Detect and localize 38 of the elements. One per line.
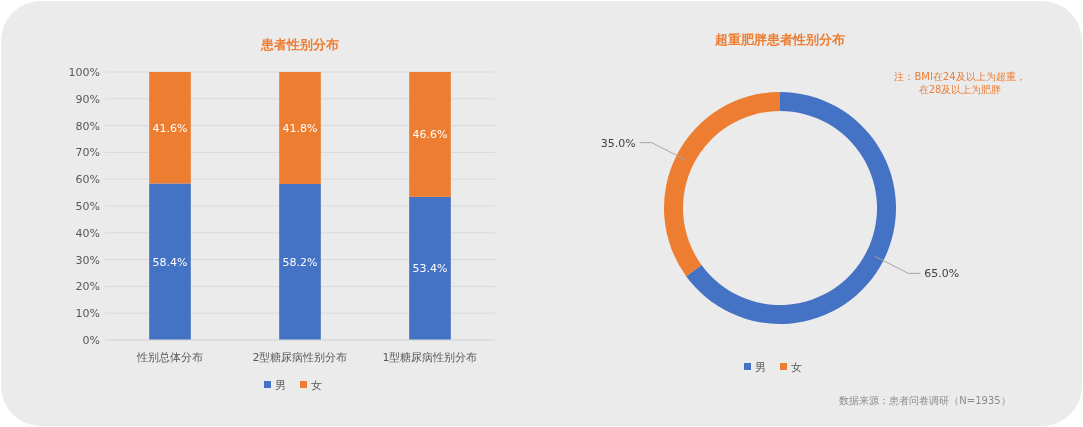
y-tick-label: 40% <box>75 226 100 240</box>
y-tick-label: 80% <box>75 119 100 133</box>
bar <box>149 183 191 340</box>
y-tick-label: 0% <box>82 334 100 347</box>
bar <box>279 72 321 185</box>
y-tick-label: 10% <box>75 307 100 321</box>
data-label: 58.2% <box>282 256 318 270</box>
bar <box>409 196 451 340</box>
data-label: 35.0% <box>600 136 636 150</box>
y-tick-label: 100% <box>68 66 100 79</box>
donut-slice <box>686 92 896 324</box>
y-tick-label: 70% <box>75 146 100 160</box>
y-tick-label: 20% <box>75 280 100 294</box>
legend-label: 男 <box>275 379 286 392</box>
text: 注：BMI在24及以上为超重，在28及以上为肥胖 <box>894 71 1026 95</box>
data-label: 53.4% <box>412 262 448 276</box>
source-note: 数据来源：患者问卷调研（N=1935） <box>839 395 1011 406</box>
donut-slice <box>664 92 780 277</box>
legend-label: 男 <box>755 361 766 374</box>
bar <box>149 72 191 184</box>
data-label: 65.0% <box>924 267 960 281</box>
x-tick-label: 1型糖尿病性别分布 <box>382 351 478 364</box>
bar <box>279 184 321 340</box>
y-tick-label: 30% <box>75 253 100 267</box>
data-label: 58.4% <box>152 255 188 269</box>
x-tick-label: 2型糖尿病性别分布 <box>252 351 348 364</box>
data-label: 41.8% <box>282 122 318 136</box>
legend-label: 女 <box>791 361 802 374</box>
chart-title: 患者性别分布 <box>260 37 339 52</box>
chart-title: 超重肥胖患者性别分布 <box>714 32 845 47</box>
legend-label: 女 <box>311 379 322 392</box>
y-tick-label: 60% <box>75 173 100 187</box>
y-tick-label: 50% <box>75 200 100 213</box>
data-label: 46.6% <box>412 128 448 142</box>
y-tick-label: 90% <box>75 92 100 106</box>
x-tick-label: 性别总体分布 <box>136 351 203 364</box>
bar <box>409 72 451 197</box>
data-label: 41.6% <box>152 121 188 135</box>
